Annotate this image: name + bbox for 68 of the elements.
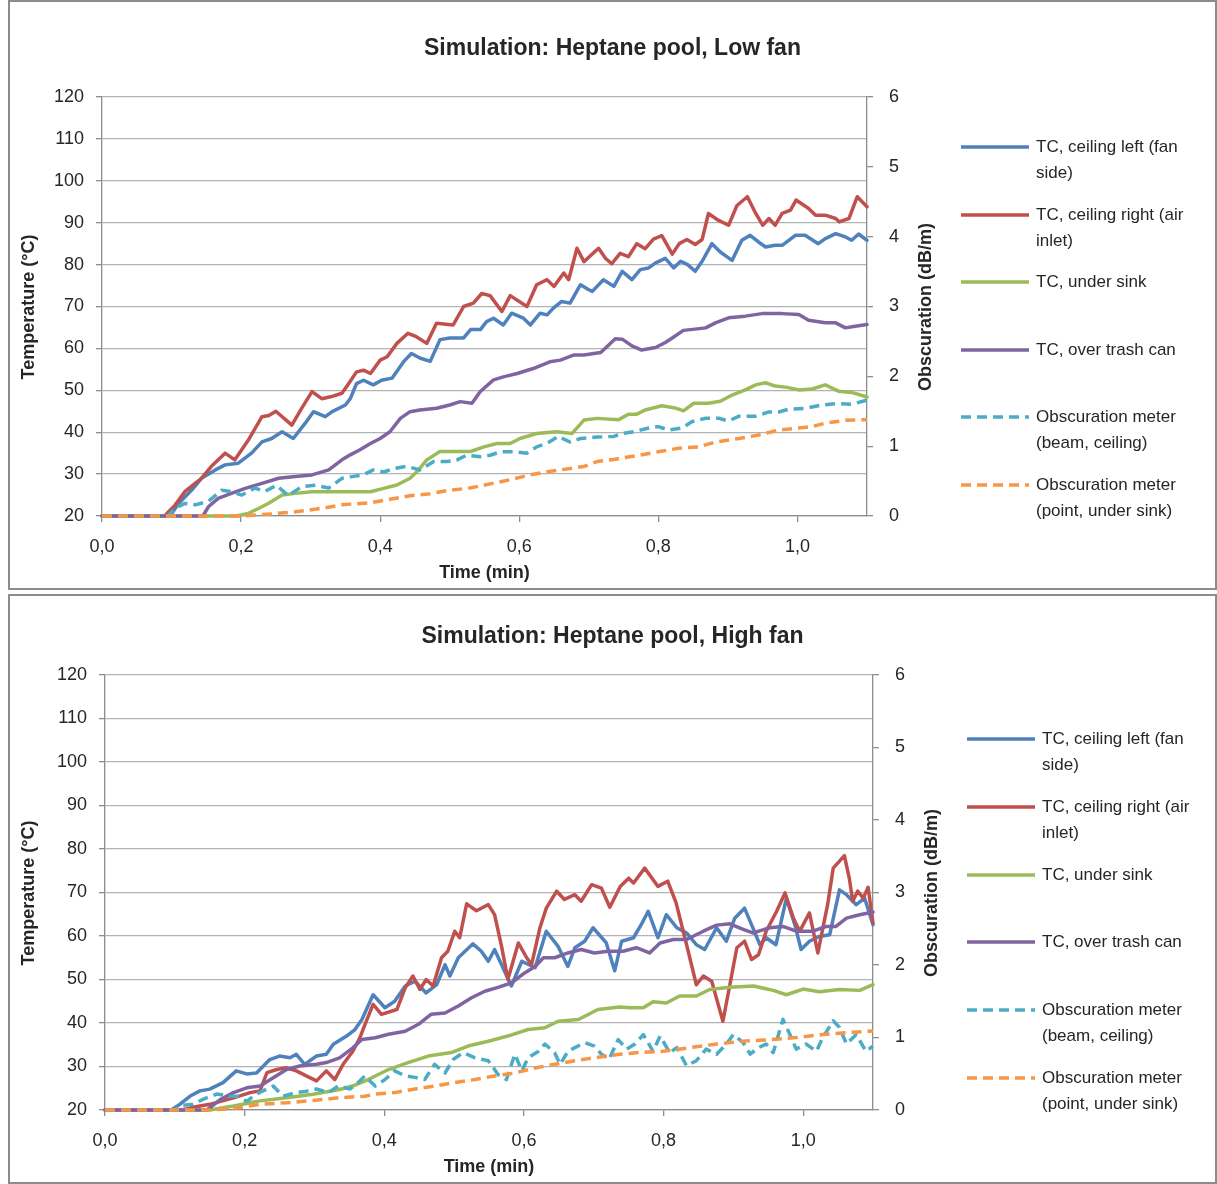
y-tick-label: 110 [55, 127, 84, 148]
legend-label: TC, ceiling left (fan side) [1036, 136, 1179, 184]
y-tick-label: 70 [66, 881, 87, 902]
legend-label: Obscuration meter (point, under sink) [1042, 1067, 1183, 1115]
x-axis-title: Time (min) [439, 562, 530, 583]
y-tick-label: 30 [66, 1055, 87, 1076]
legend-label: Obscuration meter (beam, ceiling) [1036, 406, 1177, 455]
x-tick-label: 0,4 [371, 1129, 397, 1150]
legend-label: Obscuration meter (point, under sink) [1036, 474, 1177, 522]
y-tick-label: 120 [53, 85, 84, 106]
x-tick-label: 1,0 [790, 1129, 816, 1150]
y2-tick-label: 0 [889, 504, 900, 525]
chart-title: Simulation: Heptane pool, High fan [420, 621, 805, 649]
y-tick-label: 40 [63, 421, 84, 442]
y-tick-label: 90 [63, 211, 84, 232]
y2-tick-label: 3 [895, 881, 906, 902]
y-tick-label: 70 [63, 295, 84, 316]
x-tick-label: 0,4 [367, 535, 393, 556]
y2-axis-title: Obscuration (dB/m) [914, 222, 936, 391]
y-tick-label: 80 [66, 837, 87, 858]
y-tick-label: 50 [66, 968, 87, 989]
y2-axis-title: Obscuration (dB/m) [920, 808, 942, 977]
y-tick-label: 20 [63, 504, 84, 525]
y-tick-label: 30 [63, 463, 84, 484]
legend-label: TC, over trash can [1036, 338, 1177, 361]
y2-tick-label: 2 [889, 365, 900, 386]
y-axis-title: Temperature (°C) [17, 820, 39, 965]
y2-tick-label: 1 [895, 1026, 906, 1047]
x-tick-label: 0,6 [511, 1129, 537, 1150]
y-tick-label: 40 [66, 1011, 87, 1032]
y-tick-label: 60 [63, 337, 84, 358]
x-tick-label: 1,0 [784, 535, 810, 556]
y2-tick-label: 2 [895, 953, 906, 974]
y-tick-label: 100 [56, 750, 87, 771]
y2-tick-label: 5 [889, 155, 900, 176]
y-tick-label: 50 [63, 379, 84, 400]
legend-label: TC, ceiling left (fan side) [1042, 728, 1185, 776]
y-tick-label: 100 [53, 169, 84, 190]
chart-title: Simulation: Heptane pool, Low fan [423, 33, 802, 61]
x-tick-label: 0,0 [89, 535, 115, 556]
x-axis-title: Time (min) [443, 1156, 535, 1177]
x-tick-label: 0,0 [92, 1129, 118, 1150]
y-tick-label: 110 [58, 707, 87, 728]
y2-tick-label: 4 [895, 808, 906, 829]
legend-label: TC, over trash can [1042, 931, 1183, 954]
y2-tick-label: 0 [895, 1098, 906, 1119]
x-tick-label: 0,8 [645, 535, 671, 556]
x-tick-label: 0,2 [232, 1129, 258, 1150]
legend-label: Obscuration meter (beam, ceiling) [1042, 999, 1183, 1048]
y-tick-label: 90 [66, 794, 87, 815]
y-tick-label: 120 [56, 663, 87, 684]
y2-tick-label: 3 [889, 295, 900, 316]
y2-tick-label: 1 [889, 435, 900, 456]
y2-tick-label: 4 [889, 225, 900, 246]
y2-tick-label: 6 [889, 85, 900, 106]
legend-label: TC, ceiling right (air inlet) [1036, 203, 1185, 252]
y-tick-label: 60 [66, 924, 87, 945]
y-tick-label: 80 [63, 253, 84, 274]
y2-tick-label: 5 [895, 736, 906, 757]
y-tick-label: 20 [66, 1098, 87, 1119]
y2-tick-label: 6 [895, 663, 906, 684]
x-tick-label: 0,2 [228, 535, 254, 556]
legend-label: TC, under sink [1036, 271, 1148, 294]
x-tick-label: 0,8 [651, 1129, 677, 1150]
y-axis-title: Temperature (°C) [17, 234, 39, 379]
legend-label: TC, ceiling right (air inlet) [1042, 795, 1191, 844]
x-tick-label: 0,6 [506, 535, 532, 556]
legend-label: TC, under sink [1042, 863, 1154, 886]
